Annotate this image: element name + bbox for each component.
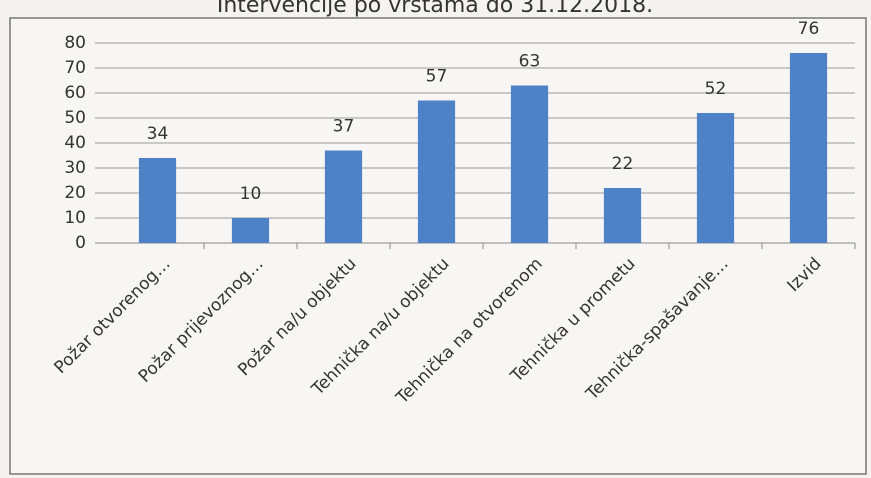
data-label: 63 — [519, 52, 541, 72]
bar — [789, 53, 828, 243]
data-label: 52 — [705, 79, 727, 99]
y-tick-label: 80 — [64, 33, 86, 53]
bar — [231, 218, 270, 243]
data-label: 34 — [147, 124, 169, 144]
data-label: 37 — [333, 117, 355, 137]
y-tick-label: 50 — [64, 108, 86, 128]
data-label: 76 — [798, 19, 820, 39]
chart-title: Intervencije po vrstama do 31.12.2018. — [217, 0, 653, 18]
y-tick-label: 60 — [64, 83, 86, 103]
bar — [510, 85, 549, 243]
bar — [324, 150, 363, 243]
data-label: 57 — [426, 67, 448, 87]
data-label: 22 — [612, 154, 634, 174]
chart-frame — [9, 17, 867, 475]
y-tick-label: 10 — [64, 208, 86, 228]
data-label: 10 — [240, 184, 262, 204]
bar — [417, 100, 456, 243]
y-tick-label: 40 — [64, 133, 86, 153]
bar — [696, 113, 735, 243]
y-tick-label: 20 — [64, 183, 86, 203]
bar — [603, 188, 642, 243]
bar — [138, 158, 177, 243]
y-tick-label: 70 — [64, 58, 86, 78]
y-tick-label: 0 — [75, 233, 86, 253]
y-tick-label: 30 — [64, 158, 86, 178]
